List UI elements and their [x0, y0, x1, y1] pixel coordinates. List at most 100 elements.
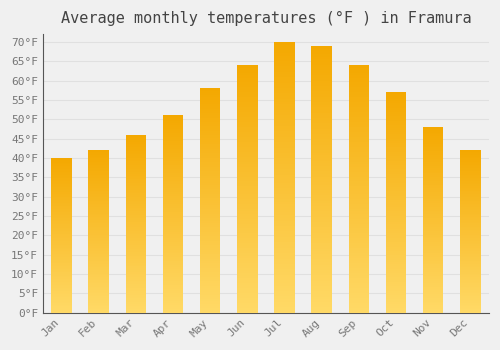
Bar [237, 132, 258, 134]
Bar [386, 134, 406, 136]
Bar [312, 240, 332, 243]
Bar [312, 182, 332, 184]
Bar [274, 294, 294, 296]
Bar [348, 243, 369, 246]
Bar [200, 124, 220, 126]
Bar [460, 155, 480, 157]
Bar [348, 159, 369, 162]
Bar [460, 197, 480, 199]
Bar [386, 119, 406, 121]
Bar [460, 214, 480, 215]
Bar [52, 166, 72, 167]
Bar [163, 141, 184, 143]
Bar [163, 187, 184, 188]
Bar [126, 288, 146, 289]
Bar [460, 238, 480, 239]
Bar [386, 280, 406, 282]
Bar [423, 157, 444, 159]
Bar [274, 85, 294, 88]
Bar [386, 262, 406, 264]
Bar [423, 311, 444, 313]
Bar [423, 181, 444, 183]
Bar [163, 176, 184, 178]
Bar [126, 265, 146, 266]
Bar [237, 278, 258, 280]
Bar [312, 179, 332, 182]
Bar [237, 194, 258, 196]
Bar [460, 191, 480, 192]
Bar [52, 224, 72, 226]
Bar [312, 91, 332, 94]
Bar [386, 288, 406, 290]
Bar [126, 258, 146, 259]
Bar [237, 263, 258, 266]
Bar [200, 147, 220, 149]
Bar [423, 248, 444, 250]
Bar [460, 262, 480, 264]
Bar [386, 209, 406, 211]
Bar [386, 189, 406, 191]
Bar [312, 211, 332, 214]
Bar [423, 220, 444, 222]
Bar [312, 166, 332, 169]
Bar [52, 277, 72, 279]
Bar [200, 118, 220, 120]
Bar [348, 238, 369, 241]
Bar [163, 273, 184, 275]
Bar [460, 303, 480, 304]
Bar [200, 299, 220, 301]
Bar [88, 186, 109, 188]
Bar [126, 229, 146, 231]
Bar [163, 194, 184, 196]
Bar [200, 214, 220, 216]
Bar [386, 246, 406, 249]
Bar [460, 251, 480, 253]
Bar [126, 302, 146, 304]
Bar [88, 157, 109, 158]
Bar [88, 272, 109, 274]
Bar [312, 75, 332, 78]
Bar [348, 201, 369, 204]
Bar [237, 248, 258, 251]
Bar [52, 241, 72, 243]
Bar [200, 149, 220, 151]
Bar [274, 264, 294, 267]
Bar [237, 295, 258, 298]
Bar [163, 259, 184, 261]
Bar [274, 270, 294, 272]
Bar [386, 242, 406, 244]
Bar [88, 163, 109, 165]
Bar [52, 184, 72, 186]
Bar [52, 214, 72, 215]
Bar [460, 241, 480, 243]
Bar [386, 282, 406, 284]
Bar [274, 283, 294, 286]
Bar [52, 218, 72, 220]
Bar [237, 196, 258, 199]
Bar [126, 140, 146, 142]
Bar [126, 172, 146, 174]
Bar [274, 153, 294, 156]
Bar [163, 253, 184, 256]
Bar [274, 112, 294, 115]
Bar [386, 236, 406, 238]
Bar [274, 104, 294, 107]
Bar [348, 182, 369, 184]
Bar [237, 95, 258, 97]
Bar [52, 283, 72, 285]
Bar [88, 215, 109, 217]
Bar [274, 220, 294, 223]
Bar [348, 110, 369, 112]
Bar [237, 305, 258, 308]
Bar [88, 280, 109, 282]
Bar [386, 167, 406, 169]
Bar [200, 106, 220, 108]
Bar [348, 70, 369, 72]
Bar [423, 153, 444, 155]
Bar [52, 209, 72, 211]
Bar [163, 202, 184, 204]
Bar [423, 155, 444, 157]
Bar [88, 201, 109, 202]
Bar [312, 70, 332, 72]
Bar [274, 286, 294, 288]
